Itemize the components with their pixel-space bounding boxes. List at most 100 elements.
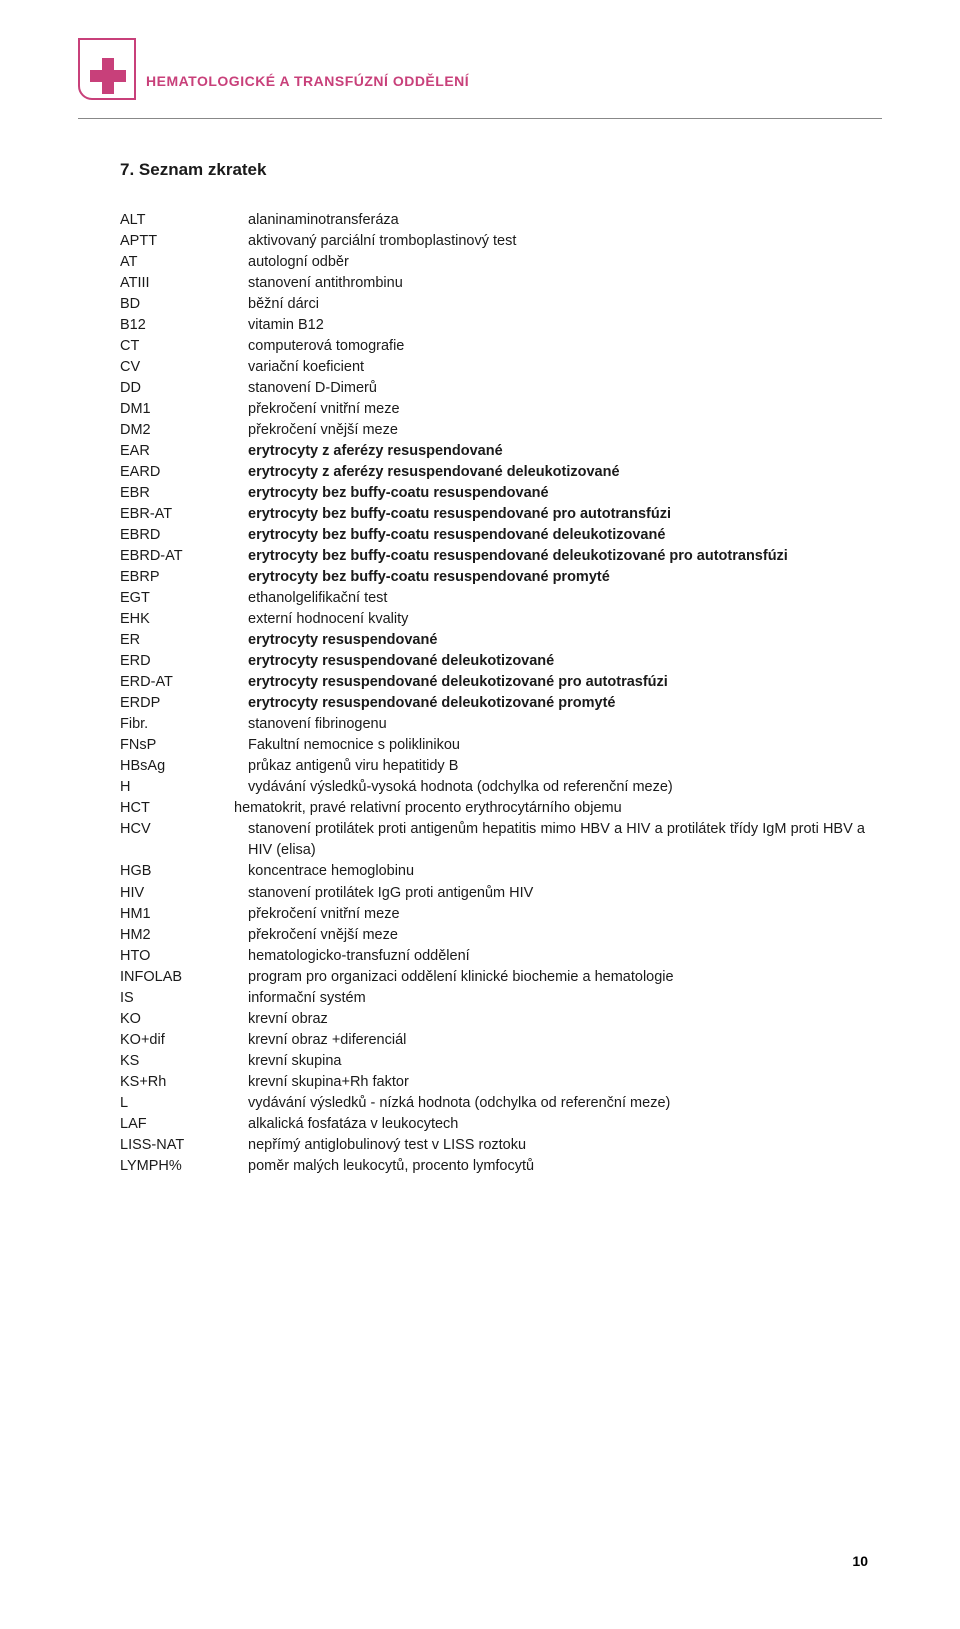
abbrev-definition: aktivovaný parciální tromboplastinový te… [248, 231, 865, 252]
header-divider [78, 118, 882, 119]
abbrev-term: EGT [120, 588, 248, 609]
abbrev-definition: překročení vnitřní meze [248, 904, 865, 925]
abbrev-term: HCV [120, 819, 248, 840]
abbrev-term: EBRD-AT [120, 546, 248, 567]
abbrev-row: EGTethanolgelifikační test [120, 588, 865, 609]
abbrev-definition: vitamin B12 [248, 315, 865, 336]
abbrev-row: EARerytrocyty z aferézy resuspendované [120, 441, 865, 462]
abbrev-row: EHKexterní hodnocení kvality [120, 609, 865, 630]
abbrev-definition: informační systém [248, 988, 865, 1009]
abbrev-definition: erytrocyty bez buffy-coatu resuspendovan… [248, 504, 865, 525]
abbrev-row: ISinformační systém [120, 988, 865, 1009]
abbrev-row: ATIIIstanovení antithrombinu [120, 273, 865, 294]
abbrev-term: LYMPH% [120, 1156, 248, 1177]
abbrev-row: DDstanovení D-Dimerů [120, 378, 865, 399]
abbrev-row: CVvariační koeficient [120, 357, 865, 378]
page-number: 10 [852, 1553, 868, 1569]
abbrev-term: CT [120, 336, 248, 357]
abbrev-term: LAF [120, 1114, 248, 1135]
abbrev-row: ERerytrocyty resuspendované [120, 630, 865, 651]
abbrev-term: DM2 [120, 420, 248, 441]
abbrev-row: EBRD-ATerytrocyty bez buffy-coatu resusp… [120, 546, 865, 567]
abbrev-definition: program pro organizaci oddělení klinické… [248, 967, 865, 988]
abbrev-term: EARD [120, 462, 248, 483]
abbrev-term: FNsP [120, 735, 248, 756]
abbrev-term: EBRP [120, 567, 248, 588]
abbrev-definition: nepřímý antiglobulinový test v LISS rozt… [248, 1135, 865, 1156]
abbrev-definition: computerová tomografie [248, 336, 865, 357]
section-title: 7. Seznam zkratek [120, 160, 266, 180]
abbrev-definition: hematokrit, pravé relativní procento ery… [234, 798, 865, 819]
abbrev-term: EBR [120, 483, 248, 504]
abbrev-definition: erytrocyty bez buffy-coatu resuspendovan… [248, 546, 865, 567]
abbrev-definition: koncentrace hemoglobinu [248, 861, 865, 882]
abbrev-definition: stanovení D-Dimerů [248, 378, 865, 399]
abbrev-term: KO [120, 1009, 248, 1030]
abbrev-term: LISS-NAT [120, 1135, 248, 1156]
abbreviation-list: ALTalaninaminotransferázaAPTTaktivovaný … [120, 210, 865, 1177]
abbrev-definition: překročení vnější meze [248, 420, 865, 441]
abbrev-row: LAFalkalická fosfatáza v leukocytech [120, 1114, 865, 1135]
abbrev-term: ERD-AT [120, 672, 248, 693]
abbrev-row: EBR-ATerytrocyty bez buffy-coatu resuspe… [120, 504, 865, 525]
abbrev-term: H [120, 777, 248, 798]
abbrev-definition: erytrocyty bez buffy-coatu resuspendovan… [248, 567, 865, 588]
abbrev-term: EBRD [120, 525, 248, 546]
abbrev-term: BD [120, 294, 248, 315]
abbrev-term: ERDP [120, 693, 248, 714]
abbrev-definition: vydávání výsledků - nízká hodnota (odchy… [248, 1093, 865, 1114]
abbrev-definition: autologní odběr [248, 252, 865, 273]
department-title: HEMATOLOGICKÉ A TRANSFÚZNÍ ODDĚLENÍ [146, 73, 469, 89]
abbrev-row: ERDPerytrocyty resuspendované deleukotiz… [120, 693, 865, 714]
abbrev-row: HM2překročení vnější meze [120, 925, 865, 946]
abbrev-term: AT [120, 252, 248, 273]
abbrev-row: HBsAgprůkaz antigenů viru hepatitidy B [120, 756, 865, 777]
abbrev-row: EBRerytrocyty bez buffy-coatu resuspendo… [120, 483, 865, 504]
abbrev-row: ERD-ATerytrocyty resuspendované deleukot… [120, 672, 865, 693]
abbrev-definition: erytrocyty z aferézy resuspendované [248, 441, 865, 462]
abbrev-row: EBRDerytrocyty bez buffy-coatu resuspend… [120, 525, 865, 546]
abbrev-row: KS+Rhkrevní skupina+Rh faktor [120, 1072, 865, 1093]
abbrev-definition: alaninaminotransferáza [248, 210, 865, 231]
abbrev-definition: alkalická fosfatáza v leukocytech [248, 1114, 865, 1135]
abbrev-term: B12 [120, 315, 248, 336]
abbrev-definition: krevní obraz +diferenciál [248, 1030, 865, 1051]
abbrev-term: EBR-AT [120, 504, 248, 525]
abbrev-row: ATautologní odběr [120, 252, 865, 273]
abbrev-term: ATIII [120, 273, 248, 294]
abbrev-term: EAR [120, 441, 248, 462]
abbrev-term: Fibr. [120, 714, 248, 735]
abbrev-row: EBRPerytrocyty bez buffy-coatu resuspend… [120, 567, 865, 588]
abbrev-row: HTOhematologicko-transfuzní oddělení [120, 946, 865, 967]
abbrev-term: CV [120, 357, 248, 378]
abbrev-row: KOkrevní obraz [120, 1009, 865, 1030]
abbrev-row: Hvydávání výsledků-vysoká hodnota (odchy… [120, 777, 865, 798]
abbrev-term: KS [120, 1051, 248, 1072]
abbrev-term: L [120, 1093, 248, 1114]
abbrev-row: HIVstanovení protilátek IgG proti antige… [120, 883, 865, 904]
abbrev-row: B12vitamin B12 [120, 315, 865, 336]
abbrev-term: IS [120, 988, 248, 1009]
abbrev-row: KSkrevní skupina [120, 1051, 865, 1072]
abbrev-row: ALTalaninaminotransferáza [120, 210, 865, 231]
abbrev-row: LYMPH%poměr malých leukocytů, procento l… [120, 1156, 865, 1177]
abbrev-term: HIV [120, 883, 248, 904]
abbrev-term: HTO [120, 946, 248, 967]
abbrev-term: EHK [120, 609, 248, 630]
abbrev-term: HM1 [120, 904, 248, 925]
abbrev-definition: stanovení protilátek IgG proti antigenům… [248, 883, 865, 904]
abbrev-term: DM1 [120, 399, 248, 420]
abbrev-row: CTcomputerová tomografie [120, 336, 865, 357]
abbrev-row: HGBkoncentrace hemoglobinu [120, 861, 865, 882]
logo-box [78, 38, 136, 100]
abbrev-definition: hematologicko-transfuzní oddělení [248, 946, 865, 967]
abbrev-definition: překročení vnější meze [248, 925, 865, 946]
abbrev-definition: krevní skupina [248, 1051, 865, 1072]
abbrev-definition: překročení vnitřní meze [248, 399, 865, 420]
abbrev-definition: krevní skupina+Rh faktor [248, 1072, 865, 1093]
abbrev-definition: průkaz antigenů viru hepatitidy B [248, 756, 865, 777]
abbrev-definition: variační koeficient [248, 357, 865, 378]
abbrev-definition: stanovení fibrinogenu [248, 714, 865, 735]
abbrev-definition: erytrocyty bez buffy-coatu resuspendovan… [248, 525, 865, 546]
abbrev-term: HCT [120, 798, 248, 819]
